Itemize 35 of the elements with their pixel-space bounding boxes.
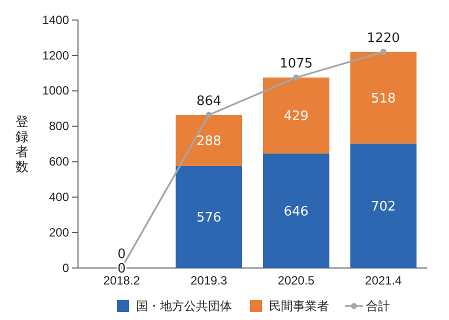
legend-label: 合計: [366, 299, 390, 314]
y-tick-label: 800: [48, 119, 70, 134]
bar: [262, 78, 330, 154]
x-tick-label: 2019.3: [190, 274, 228, 288]
y-tick-label: 1000: [42, 84, 70, 98]
data-label: 429: [284, 109, 309, 124]
legend-label: 民間事業者: [269, 299, 329, 314]
bar: [176, 166, 242, 268]
data-label: 1075: [280, 56, 313, 72]
x-tick-label: 2020.5: [278, 274, 315, 288]
bar: [350, 52, 417, 144]
data-label: 864: [196, 94, 222, 109]
data-label: 702: [370, 199, 396, 214]
x-tick-label: 2021.4: [365, 274, 402, 288]
bar: [262, 154, 330, 268]
point: [293, 74, 300, 81]
data-label: 1220: [366, 30, 400, 46]
y-tick-label: 400: [48, 190, 70, 204]
data-label: 0: [117, 247, 126, 262]
y-tick-label: 600: [48, 154, 70, 169]
bar: [176, 114, 242, 166]
y-tick-label: 200: [48, 225, 70, 240]
point: [206, 112, 212, 118]
point: [380, 48, 386, 55]
data-label: 646: [284, 204, 309, 220]
y-tick-label: 1400: [42, 12, 70, 27]
x-tick-label: 2018.2: [103, 274, 140, 288]
y-tick-label: 0: [62, 260, 70, 275]
data-label: 288: [196, 134, 222, 150]
data-label: 576: [196, 210, 222, 226]
data-label: 518: [370, 91, 396, 106]
bar: [350, 144, 417, 268]
y-axis-title: 登録者数: [16, 115, 28, 176]
y-tick-label: 1200: [42, 48, 70, 62]
legend-label: 国・地方公共団体: [136, 299, 232, 314]
